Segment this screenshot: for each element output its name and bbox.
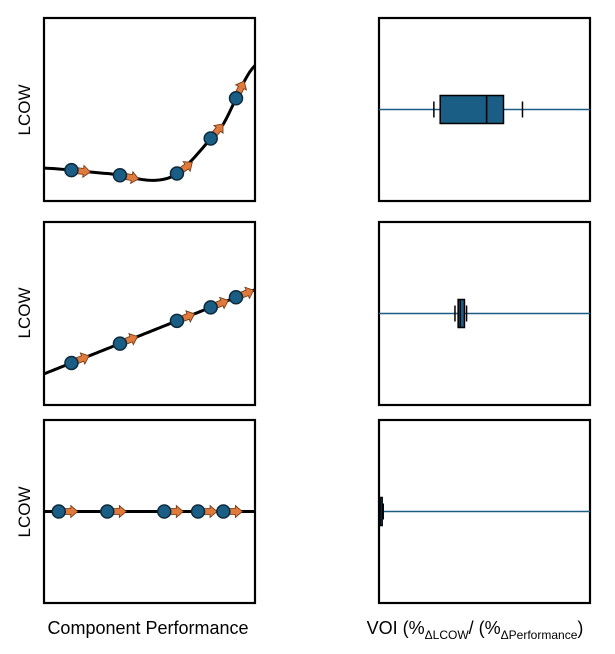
right-xlabel-suffix: ) xyxy=(577,618,583,638)
left-panel-2-marker-1 xyxy=(64,355,79,371)
right-panel-3-boxplot xyxy=(378,496,590,527)
right-panel-2-box xyxy=(457,298,466,329)
right-panel-2 xyxy=(377,220,592,407)
right-xlabel-mid: / (% xyxy=(469,618,501,638)
left-panel-1-marker-3 xyxy=(169,166,185,181)
left-panel-3-marker-3 xyxy=(157,504,172,519)
left-panel-1-marker-2 xyxy=(112,168,128,183)
left-panel-3-marker-5 xyxy=(216,504,231,519)
left-panel-2-curve xyxy=(43,286,256,376)
left-panel-2-marker-2 xyxy=(112,336,128,351)
right-xlabel: VOI (%ΔLCOW/ (%ΔPerformance) xyxy=(367,618,584,642)
right-xlabel-sub1: ΔLCOW xyxy=(425,628,470,642)
right-panel-1-box xyxy=(439,94,505,125)
left-panel-1-marker-4 xyxy=(203,131,218,146)
right-panel-2-boxplot xyxy=(379,298,590,329)
left-panel-2-ylabel: LCOW xyxy=(15,288,34,339)
right-xlabel-prefix: VOI (% xyxy=(367,618,425,638)
left-panel-2-marker-5 xyxy=(228,290,244,305)
left-panel-1-ylabel: LCOW xyxy=(15,85,34,136)
left-panel-1-marker-5 xyxy=(228,91,244,106)
left-panel-3-ylabel: LCOW xyxy=(15,487,34,538)
left-panel-2: LCOW xyxy=(15,220,257,407)
left-panel-2-frame xyxy=(42,220,257,407)
left-panel-3-marker-2 xyxy=(100,504,115,519)
left-panel-1: LCOW xyxy=(15,16,257,203)
left-panel-2-marker-3 xyxy=(169,313,185,329)
right-panel-1 xyxy=(377,16,592,203)
left-panel-3: LCOW xyxy=(15,418,257,605)
left-panel-3-marker-1 xyxy=(51,504,67,519)
left-panel-3-marker-4 xyxy=(190,504,206,519)
right-panel-1-boxplot xyxy=(379,94,590,125)
left-panel-2-marker-4 xyxy=(203,300,218,315)
left-panel-1-marker-1 xyxy=(64,162,79,178)
left-xlabel: Component Performance xyxy=(47,618,248,638)
left-panel-3-curve xyxy=(44,504,255,519)
left-panel-1-curve xyxy=(43,64,257,185)
right-panel-3 xyxy=(377,418,592,605)
right-xlabel-sub2: ΔPerformance xyxy=(501,628,578,642)
